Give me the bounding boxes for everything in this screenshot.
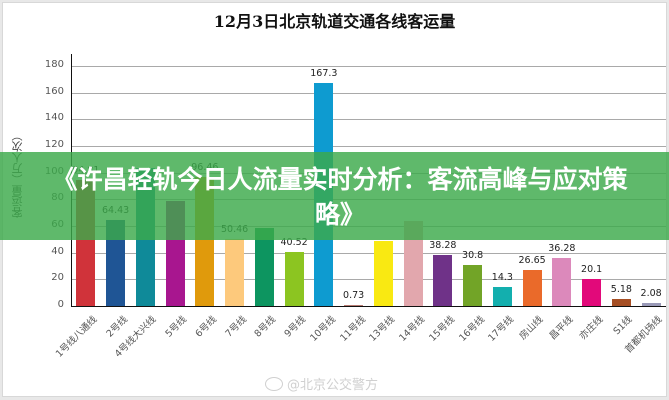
y-tick-label: 120 <box>44 139 64 150</box>
value-label: 14.3 <box>491 271 513 283</box>
value-label: 167.3 <box>310 67 338 79</box>
value-label: 5.18 <box>610 284 632 296</box>
bar <box>611 299 631 306</box>
chart-title: 12月3日北京轨道交通各线客运量 <box>213 12 456 31</box>
bar <box>344 304 364 306</box>
bar <box>463 264 483 306</box>
y-tick-label: 0 <box>57 299 64 310</box>
value-label: 38.28 <box>429 239 457 251</box>
gridline <box>71 279 666 281</box>
headline-banner: 《许昌轻轨今日人流量实时分析：客流高峰与应对策略》 <box>0 152 669 240</box>
gridline <box>71 252 666 254</box>
bar <box>254 228 274 306</box>
bar <box>552 257 572 306</box>
gridline <box>71 92 666 94</box>
gridline <box>71 66 666 67</box>
bar <box>373 240 393 306</box>
weibo-icon <box>265 376 283 391</box>
gridline <box>71 146 666 147</box>
y-tick-label: 20 <box>51 272 64 284</box>
y-tick-label: 140 <box>44 112 64 124</box>
bar <box>106 220 126 306</box>
y-tick-label: 180 <box>44 59 64 70</box>
bar <box>225 238 245 306</box>
headline-text: 《许昌轻轨今日人流量实时分析：客流高峰与应对策略》 <box>52 165 628 229</box>
value-label: 0.73 <box>343 290 365 302</box>
x-axis-line <box>71 306 666 307</box>
value-label: 40.52 <box>280 236 308 248</box>
bar <box>284 251 304 306</box>
y-tick-label: 160 <box>44 85 64 97</box>
bar <box>492 286 512 306</box>
bar <box>522 270 542 306</box>
value-label: 36.28 <box>548 242 576 254</box>
value-label: 20.1 <box>581 264 603 276</box>
watermark-text: @北京公交警方 <box>287 378 379 393</box>
value-label: 30.8 <box>462 249 484 261</box>
gridline <box>71 119 666 121</box>
bar <box>582 279 602 306</box>
bar <box>403 220 423 306</box>
value-label: 26.65 <box>518 255 546 267</box>
y-tick-label: 40 <box>51 245 64 257</box>
bar <box>641 303 661 306</box>
bar <box>433 254 453 306</box>
watermark: @北京公交警方 <box>265 374 378 393</box>
value-label: 2.08 <box>640 288 662 300</box>
